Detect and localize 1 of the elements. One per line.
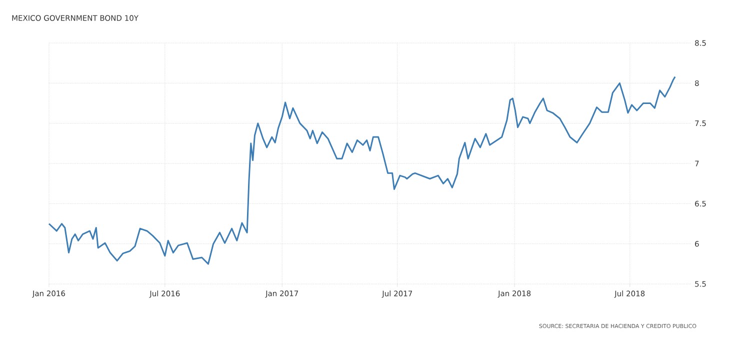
line-series — [48, 76, 676, 265]
